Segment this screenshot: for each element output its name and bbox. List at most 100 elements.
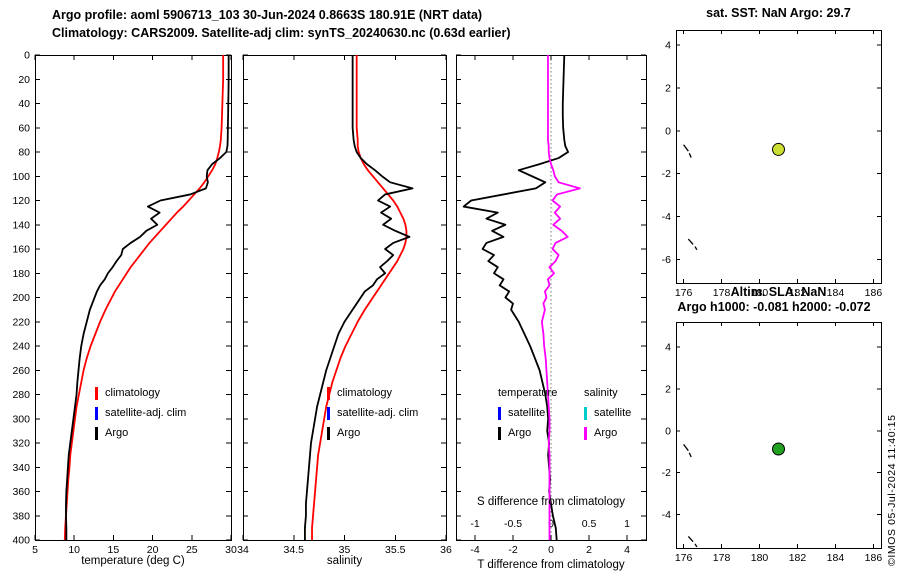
tick-label: -4 [662,211,671,223]
coastline-segment [694,543,698,548]
legend-swatch-satellite-adj-clim [95,406,98,420]
tick-label: 180 [751,287,769,299]
legend-label: satellite-adj. clim [105,407,187,419]
difference-salinity-legend: salinity satellite Argo [584,383,631,443]
tick-label: 25 [186,544,198,556]
map_sla-argo-float-marker [772,442,785,456]
temperature_profile-axes [35,55,232,541]
tick-label: 140 [12,219,30,231]
t-axis-tick-label: -4 [470,544,479,556]
tick-label: 180 [751,552,769,564]
legend-title-text: temperature [498,387,558,399]
tick-label: 240 [12,341,30,353]
legend-swatch-argo [95,426,98,440]
legend-entry: Argo [498,423,557,443]
legend-swatch-argo [327,426,330,440]
tick-label: 186 [865,287,883,299]
tick-label: 320 [12,438,30,450]
s-axis-tick-label: -0.5 [504,518,522,530]
salinity-panel-legend: climatology satellite-adj. clim Argo [327,383,418,443]
tick-label: 176 [675,287,693,299]
salinity_profile-argo-line [304,55,414,540]
legend-title: temperature [498,383,557,403]
tick-label: 4 [665,342,671,354]
coastline-segment [687,536,694,543]
map_sla-axes [676,322,882,549]
tick-label: 178 [713,552,731,564]
coastline-segment [688,452,692,458]
legend-label: Argo [508,427,532,439]
tick-label: 80 [18,147,30,159]
legend-entry: climatology [95,383,186,403]
coastline-segment [687,238,694,245]
tick-label: 400 [12,535,30,547]
salinity-axis-label: salinity [326,555,363,567]
tick-label: 340 [12,462,30,474]
tick-label: 5 [32,544,38,556]
t-axis-tick-label: 0 [548,544,554,556]
s-axis-tick-label: 1 [624,518,630,530]
tick-label: 300 [12,413,30,425]
t-axis-tick-label: 4 [624,544,630,556]
legend-entry: Argo [327,423,418,443]
tick-label: 120 [12,195,30,207]
difference_profile-s-difference-argo-minus-climatology-line [540,55,581,540]
legend-title: salinity [584,383,631,403]
difference_profile-t-difference-argo-minus-climatology-line [462,54,569,541]
tick-label: 20 [18,74,30,86]
tick-label: -2 [662,168,671,180]
t-axis-tick-label: 2 [586,544,592,556]
sla-map-title-line2: Argo h1000: -0.081 h2000: -0.072 [677,300,871,314]
tick-label: 200 [12,292,30,304]
s-axis-tick-label: 0.5 [582,518,597,530]
legend-swatch-climatology [95,386,98,400]
legend-entry: satellite-adj. clim [95,403,186,423]
legend-entry: satellite-adj. clim [327,403,418,423]
legend-title-text: salinity [584,387,618,399]
legend-label: Argo [594,427,618,439]
legend-entry: satellite [498,403,557,423]
temperature-panel-legend: climatology satellite-adj. clim Argo [95,383,186,443]
tick-label: 184 [827,552,845,564]
tick-label: 182 [789,287,807,299]
coastline-segment [683,444,689,452]
legend-entry: Argo [95,423,186,443]
tick-label: 20 [147,544,159,556]
tick-label: 2 [665,82,671,94]
legend-label: satellite [508,407,546,419]
tick-label: 180 [12,268,30,280]
legend-label: Argo [337,427,361,439]
legend-entry: Argo [584,423,631,443]
legend-label: satellite-adj. clim [337,407,419,419]
imos-credit: ©IMOS 05-Jul-2024 11:40:15 [886,414,898,566]
salinity_profile-climatology-line [311,55,408,540]
s-axis-tick-label: -1 [470,518,479,530]
tick-label: -6 [662,254,671,266]
coastline-segment [688,153,692,158]
coastline-segment [683,144,689,152]
legend-swatch-argo [584,426,587,440]
tick-label: -4 [662,509,671,521]
figure-title-line1: Argo profile: aoml 5906713_103 30-Jun-20… [52,8,483,22]
tick-label: 40 [18,98,30,110]
tick-label: 182 [789,552,807,564]
sla-map-title-line1: Altim. SLA: NaN [730,285,827,299]
legend-label: Argo [105,427,129,439]
tick-label: 360 [12,486,30,498]
tick-label: 0 [665,125,671,137]
tick-label: 4 [665,40,671,52]
tick-label: 100 [12,171,30,183]
salinity_profile-axes [243,55,447,541]
difference-temperature-legend: temperature satellite Argo [498,383,557,443]
tick-label: 220 [12,316,30,328]
t-axis-tick-label: -2 [508,544,517,556]
tick-label: 184 [827,287,845,299]
t-difference-axis-label: T difference from climatology [477,559,625,571]
tick-label: 280 [12,389,30,401]
legend-label: satellite [594,407,632,419]
s-difference-axis-label: S difference from climatology [476,496,626,508]
legend-swatch-satellite-adj-clim [327,406,330,420]
tick-label: 2 [665,383,671,395]
